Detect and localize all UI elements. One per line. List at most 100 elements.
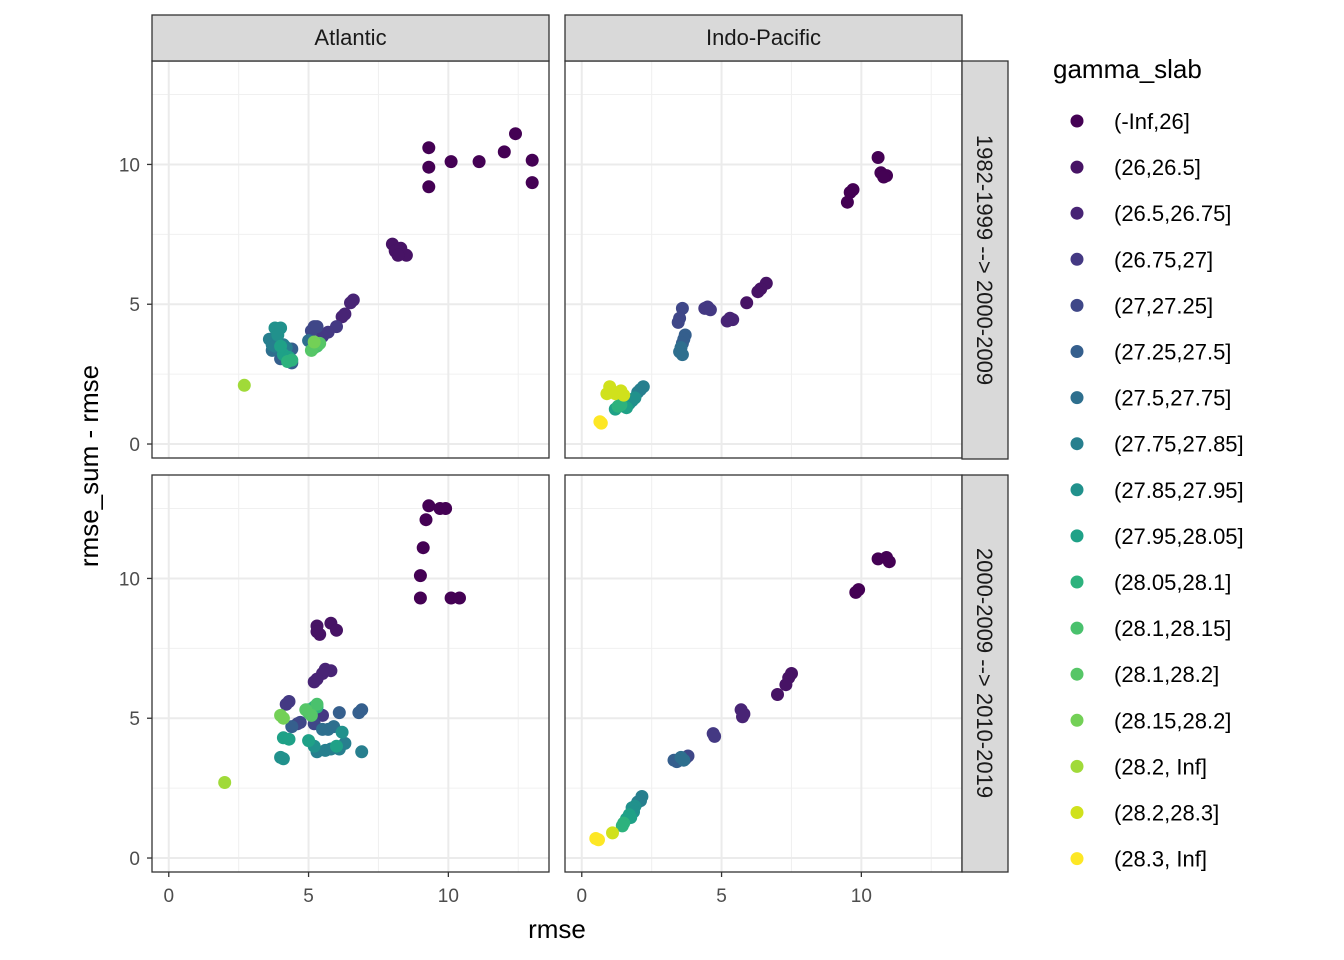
strip-period-1: 1982-1999 --> 2000-2009	[961, 60, 1009, 460]
panel-background	[152, 475, 549, 872]
legend-label: (27.75,27.85]	[1114, 432, 1244, 457]
data-point	[525, 176, 539, 190]
legend-key	[1070, 437, 1084, 451]
y-tick-label: 10	[119, 569, 140, 590]
data-point	[271, 328, 285, 342]
data-point	[751, 285, 765, 299]
x-tick-label: 5	[716, 886, 727, 907]
legend-key	[1070, 345, 1084, 358]
strip-label-period-1: 1982-1999 --> 2000-2009	[972, 135, 997, 385]
strip-atlantic: Atlantic	[151, 14, 550, 62]
data-point	[391, 248, 405, 262]
x-axis-title: rmse	[528, 914, 586, 944]
legend-label: (27.95,28.05]	[1114, 524, 1244, 549]
data-point	[274, 339, 288, 353]
data-point	[675, 348, 689, 362]
legend-key	[1070, 391, 1084, 405]
panel-border	[151, 474, 550, 873]
panel	[147, 474, 550, 877]
data-point	[413, 569, 427, 583]
data-point	[310, 320, 324, 334]
data-point	[439, 502, 453, 515]
data-point	[422, 499, 436, 513]
legend-label: (27,27.25]	[1114, 293, 1213, 318]
data-point	[416, 541, 430, 555]
data-point	[413, 591, 427, 605]
data-point	[307, 335, 321, 349]
data-point	[615, 819, 629, 833]
data-point	[871, 151, 885, 164]
y-tick-label: 5	[129, 709, 140, 730]
legend-label: (28.3, Inf]	[1114, 847, 1207, 872]
legend-key	[1070, 621, 1084, 635]
legend-label: (28.1,28.15]	[1114, 616, 1231, 641]
data-point	[703, 303, 717, 317]
data-point	[310, 672, 324, 686]
y-tick-label: 10	[119, 155, 140, 176]
data-point	[882, 555, 896, 569]
data-point	[849, 585, 863, 599]
legend-label: (-Inf,26]	[1114, 109, 1190, 134]
legend-key	[1070, 667, 1084, 681]
data-point	[840, 195, 854, 209]
data-point	[509, 127, 522, 141]
x-tick-label: 0	[163, 886, 174, 907]
data-point	[708, 729, 722, 743]
panel-background	[152, 61, 549, 458]
data-point	[285, 720, 299, 734]
legend: (-Inf,26] (26,26.5] (26.5,26.75] (26.75,…	[1070, 109, 1244, 872]
legend-label: (26,26.5]	[1114, 155, 1201, 180]
legend-key	[1070, 206, 1084, 220]
legend-label: (26.5,26.75]	[1114, 201, 1231, 226]
legend-key	[1070, 483, 1084, 497]
legend-label: (27.25,27.5]	[1114, 340, 1231, 365]
data-point	[779, 678, 793, 692]
data-point	[525, 153, 539, 167]
data-point	[846, 183, 860, 197]
data-point	[419, 513, 433, 527]
x-tick-label: 10	[438, 886, 459, 907]
data-point	[600, 387, 614, 401]
data-point	[472, 155, 486, 169]
legend-key	[1070, 575, 1084, 589]
data-point	[335, 310, 349, 324]
legend-label: (27.85,27.95]	[1114, 478, 1244, 503]
data-point	[279, 697, 293, 711]
data-point	[592, 833, 605, 847]
data-point	[355, 703, 369, 717]
legend-key	[1070, 529, 1084, 543]
data-point	[285, 353, 299, 367]
data-point	[218, 776, 232, 789]
data-point	[594, 416, 608, 430]
data-point	[304, 708, 318, 722]
data-point	[335, 725, 349, 739]
legend-label: (28.2,28.3]	[1114, 801, 1219, 826]
data-point	[422, 141, 436, 155]
strip-label-indo-pacific: Indo-Pacific	[706, 25, 821, 50]
data-point	[628, 391, 642, 405]
legend-label: (28.05,28.1]	[1114, 570, 1231, 595]
data-point	[606, 826, 619, 840]
data-point	[675, 301, 689, 315]
strip-indo-pacific: Indo-Pacific	[564, 14, 963, 62]
data-point	[330, 623, 343, 637]
panel	[564, 474, 963, 877]
data-point	[332, 706, 346, 720]
legend-label: (26.75,27]	[1114, 247, 1213, 272]
strip-label-atlantic: Atlantic	[314, 25, 386, 50]
data-point	[671, 315, 685, 329]
legend-title: gamma_slab	[1053, 54, 1202, 84]
x-tick-label: 5	[303, 886, 314, 907]
y-axis-title: rmse_sum - rmse	[74, 365, 104, 567]
x-tick-label: 10	[851, 886, 872, 907]
data-point	[276, 752, 290, 766]
data-point	[276, 711, 290, 725]
data-point	[302, 734, 316, 748]
data-point	[617, 388, 631, 402]
y-tick-label: 5	[129, 295, 140, 316]
legend-key	[1070, 713, 1084, 727]
data-point	[310, 697, 324, 711]
x-tick-label: 0	[576, 886, 587, 907]
legend-label: (28.2, Inf]	[1114, 754, 1207, 779]
